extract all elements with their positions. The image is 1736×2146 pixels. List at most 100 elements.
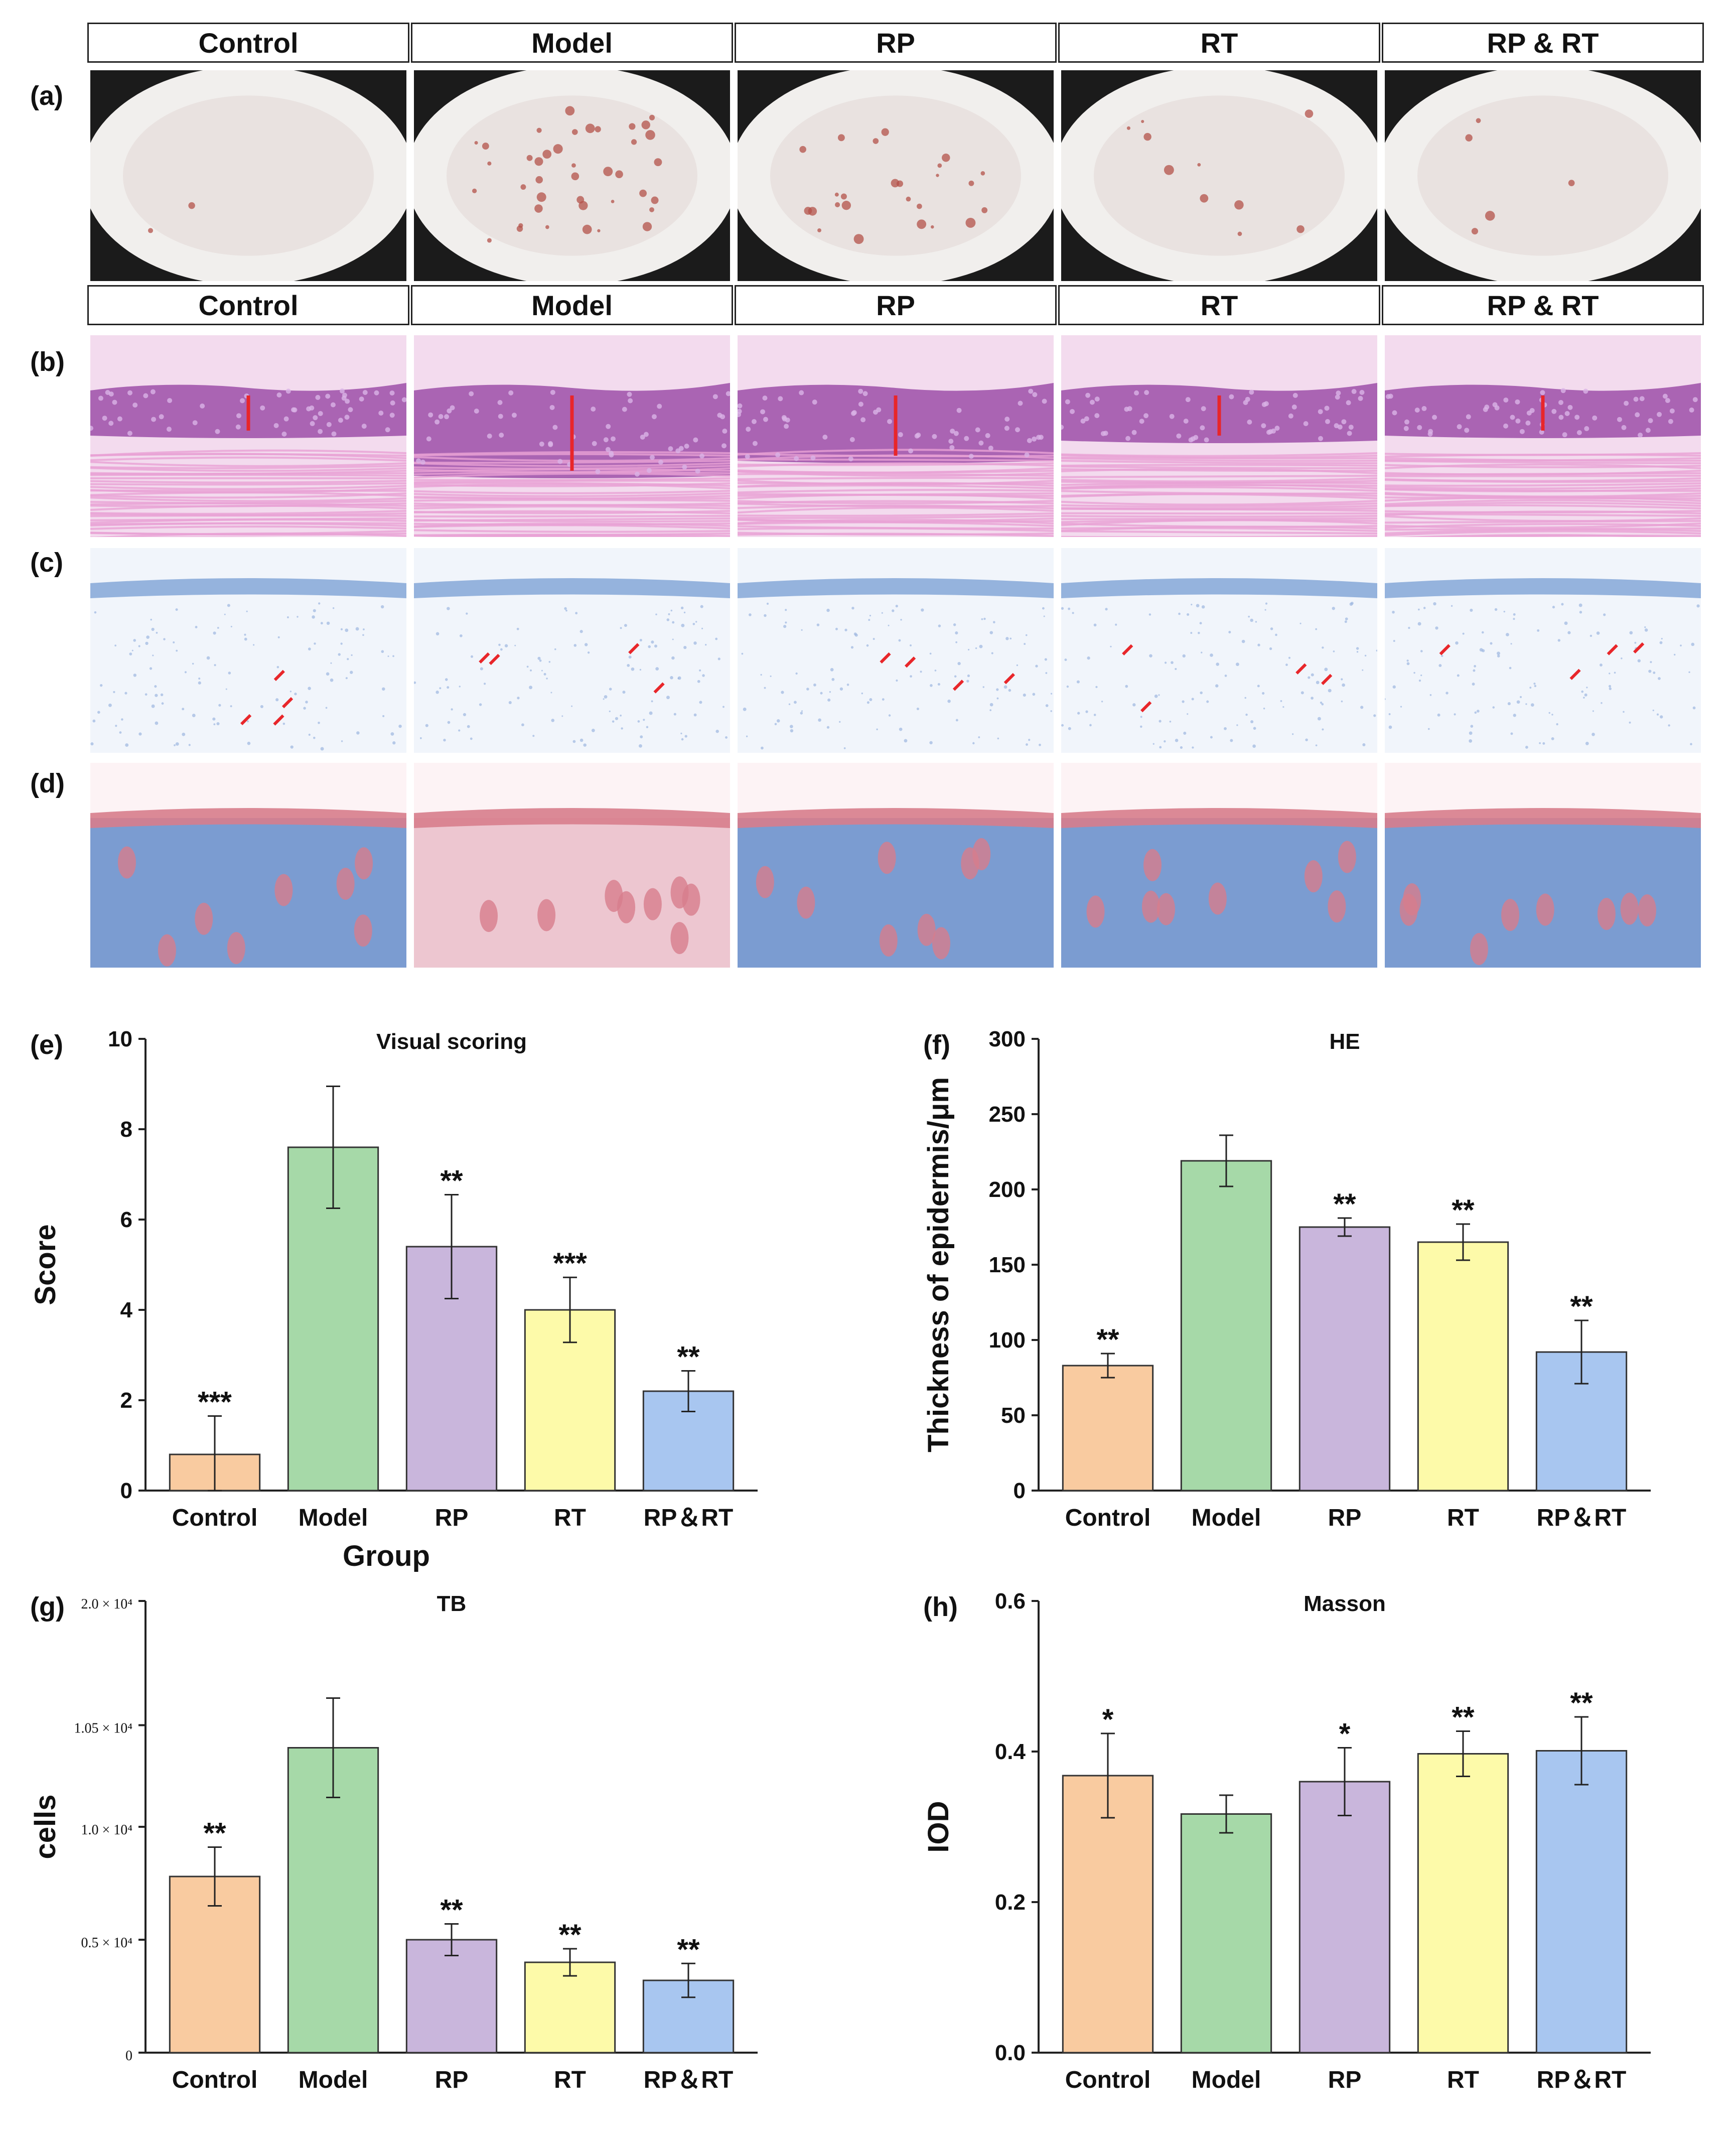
bar-3 — [524, 1961, 616, 2054]
chart-letter: (f) — [923, 1030, 950, 1060]
y-tick-label: 0 — [120, 1479, 132, 1503]
significance-4: ** — [1570, 1687, 1593, 1719]
group-header-1-row-2: Model — [411, 285, 733, 325]
category-label-4: RP＆RT — [644, 1505, 734, 1531]
y-tick-label: 200 — [989, 1177, 1026, 1202]
significance-0: ** — [1096, 1323, 1119, 1356]
group-header-1-row-1: Model — [411, 23, 733, 63]
y-tick-label: 0 — [125, 2048, 132, 2064]
y-axis-label: Score — [29, 1224, 62, 1305]
y-axis-label: Thickness of epidermis/μm — [922, 1077, 955, 1452]
he-image-2 — [738, 335, 1054, 537]
significance-0: * — [1102, 1703, 1114, 1736]
panel-letter-d: (d) — [30, 768, 65, 798]
bar-3 — [1417, 1241, 1509, 1492]
significance-2: ** — [1333, 1188, 1356, 1221]
y-tick-label: 1.0 × 10⁴ — [81, 1822, 132, 1838]
photo-image-1 — [414, 70, 730, 281]
group-header-2-row-1: RP — [735, 23, 1057, 63]
y-tick-label: 2 — [120, 1388, 132, 1413]
y-tick-label: 4 — [120, 1298, 133, 1322]
he-image-3 — [1061, 335, 1377, 537]
bar-4 — [642, 1390, 735, 1492]
significance-3: ** — [1452, 1194, 1475, 1227]
chart-letter: (h) — [923, 1592, 958, 1622]
chart-he: (f) HE 0 50 100 150 200 250 300 Thickness of epid… — [893, 1019, 1726, 1576]
y-tick-label: 50 — [1001, 1403, 1026, 1428]
significance-4: ** — [1570, 1290, 1593, 1323]
y-tick-label: 0.4 — [995, 1739, 1026, 1764]
category-label-3: RT — [554, 1505, 586, 1531]
group-header-3-row-1: RT — [1058, 23, 1380, 63]
group-header-0-row-1: Control — [87, 23, 409, 63]
group-header-4-row-2: RP & RT — [1382, 285, 1704, 325]
group-header-0-row-2: Control — [87, 285, 409, 325]
y-tick-label: 6 — [120, 1208, 132, 1232]
significance-3: ** — [1452, 1701, 1475, 1734]
bar-2 — [1298, 1781, 1391, 2054]
bar-1 — [1180, 1813, 1272, 2054]
chart-title: HE — [1329, 1029, 1360, 1054]
y-tick-label: 300 — [989, 1027, 1026, 1051]
tb-image-2 — [738, 548, 1054, 753]
bar-2 — [405, 1939, 498, 2054]
y-axis-label: IOD — [922, 1801, 955, 1852]
y-tick-label: 0.2 — [995, 1890, 1026, 1915]
chart-title: Visual scoring — [376, 1029, 527, 1054]
he-image-4 — [1385, 335, 1701, 537]
bar-0 — [1062, 1775, 1154, 2054]
photo-image-0 — [90, 70, 406, 281]
x-axis-label: Group — [343, 1540, 430, 1572]
category-label-1: Model — [299, 2067, 368, 2093]
significance-3: ** — [558, 1919, 582, 1951]
category-label-4: RP＆RT — [1537, 2067, 1627, 2093]
panel-letter-c: (c) — [30, 548, 63, 578]
y-tick-label: 0.5 × 10⁴ — [81, 1935, 132, 1951]
category-label-0: Control — [172, 1505, 258, 1531]
bar-2 — [1298, 1226, 1391, 1492]
masson-image-2 — [738, 763, 1054, 968]
tb-image-1 — [414, 548, 730, 753]
significance-4: ** — [677, 1341, 700, 1374]
category-label-1: Model — [1192, 2067, 1261, 2093]
y-tick-label: 0.6 — [995, 1589, 1026, 1614]
category-label-3: RT — [1447, 1505, 1479, 1531]
category-label-1: Model — [299, 1505, 368, 1531]
category-label-0: Control — [1065, 1505, 1151, 1531]
chart-masson: (h) Masson 0.0 0.2 0.4 0.6 IOD * Control Model * RP… — [893, 1581, 1726, 2138]
bar-1 — [1180, 1160, 1272, 1492]
category-label-3: RT — [554, 2067, 586, 2093]
y-tick-label: 100 — [989, 1328, 1026, 1353]
tb-image-4 — [1385, 548, 1701, 753]
y-tick-label: 0.0 — [995, 2041, 1026, 2065]
group-header-4-row-1: RP & RT — [1382, 23, 1704, 63]
y-tick-label: 2.0 × 10⁴ — [81, 1596, 132, 1612]
category-label-2: RP — [1328, 2067, 1362, 2093]
masson-image-4 — [1385, 763, 1701, 968]
bar-0 — [1062, 1365, 1154, 1492]
y-tick-label: 150 — [989, 1253, 1026, 1277]
category-label-2: RP — [1328, 1505, 1362, 1531]
category-label-0: Control — [172, 2067, 258, 2093]
photo-image-2 — [738, 70, 1054, 281]
he-image-0 — [90, 335, 406, 537]
chart-letter: (g) — [30, 1592, 65, 1622]
masson-image-1 — [414, 763, 730, 968]
chart-title: Masson — [1304, 1591, 1386, 1616]
category-label-3: RT — [1447, 2067, 1479, 2093]
y-tick-label: 8 — [120, 1117, 132, 1142]
significance-2: ** — [440, 1165, 463, 1197]
chart-tb: (g) TB 0 0.5 × 10⁴ 1.0 × 10⁴ 1.05 × 10⁴ 2.0 × … — [0, 1581, 833, 2138]
significance-2: * — [1339, 1718, 1351, 1751]
he-image-1 — [414, 335, 730, 537]
y-tick-label: 0 — [1014, 1479, 1026, 1503]
masson-image-0 — [90, 763, 406, 968]
chart-letter: (e) — [30, 1030, 63, 1060]
tb-image-0 — [90, 548, 406, 753]
chart-visual-scoring: (e) Visual scoring 0 2 4 6 8 10 Score *** Control M… — [0, 1019, 833, 1576]
group-header-3-row-2: RT — [1058, 285, 1380, 325]
y-tick-label: 250 — [989, 1102, 1026, 1127]
y-tick-label: 1.05 × 10⁴ — [74, 1721, 132, 1736]
significance-4: ** — [677, 1933, 700, 1966]
significance-3: *** — [553, 1247, 587, 1280]
